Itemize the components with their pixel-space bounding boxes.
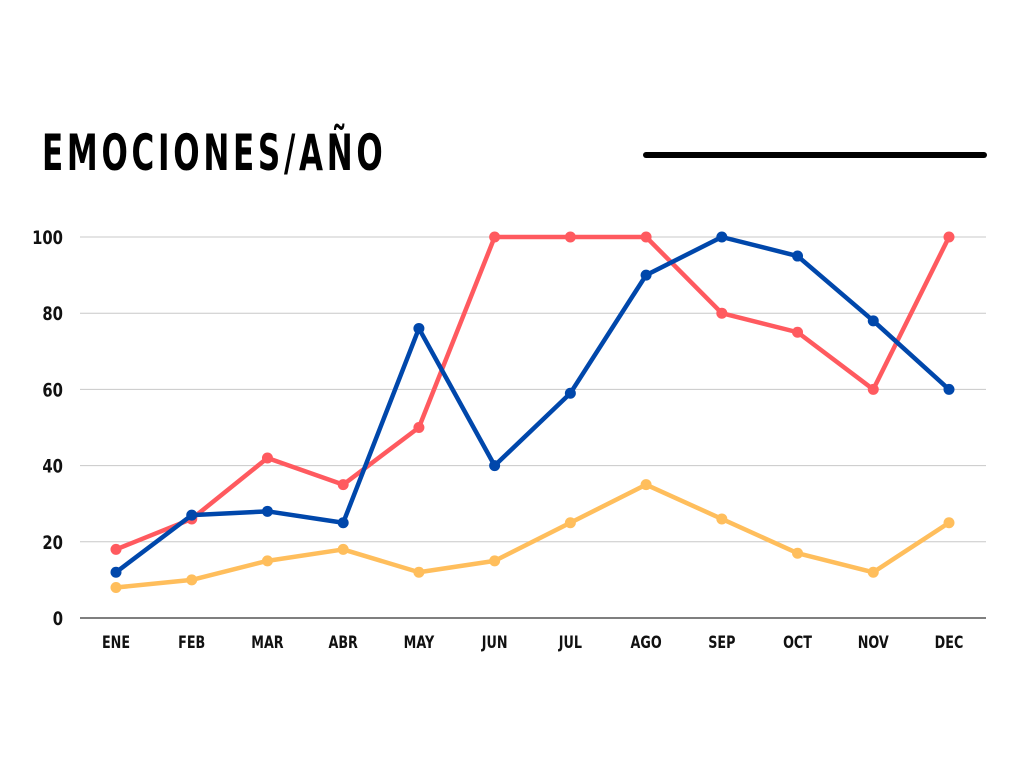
data-point	[489, 555, 501, 567]
gridlines	[80, 236, 986, 543]
data-point	[186, 509, 198, 521]
series-group	[110, 231, 955, 594]
data-point	[564, 387, 576, 399]
series-line	[110, 231, 955, 578]
data-point	[640, 479, 652, 491]
chart-title: EMOCIONES/AÑO	[42, 124, 387, 182]
data-point	[261, 505, 273, 517]
x-tick-label: DEC	[935, 632, 964, 652]
x-tick-label: ABR	[328, 632, 358, 652]
data-point	[943, 231, 955, 243]
data-point	[489, 231, 501, 243]
y-tick-label: 20	[42, 532, 63, 554]
data-point	[110, 566, 122, 578]
data-point	[413, 566, 425, 578]
y-tick-label: 100	[32, 227, 63, 249]
data-point	[640, 269, 652, 281]
data-point	[337, 517, 349, 529]
data-point	[867, 566, 879, 578]
data-point	[792, 326, 804, 338]
data-point	[716, 231, 728, 243]
x-tick-label: MAY	[404, 632, 436, 652]
data-point	[261, 555, 273, 567]
data-point	[413, 322, 425, 334]
data-point	[489, 460, 501, 472]
data-point	[337, 543, 349, 555]
data-point	[943, 383, 955, 395]
x-tick-label: SEP	[708, 632, 735, 652]
data-point	[867, 315, 879, 327]
data-point	[716, 513, 728, 525]
y-axis-ticks: 0 20 40 60 80 100	[32, 227, 63, 630]
x-tick-label: OCT	[783, 632, 813, 652]
x-tick-label: NOV	[858, 632, 889, 652]
data-point	[110, 543, 122, 555]
x-tick-label: ENE	[102, 632, 130, 652]
data-point	[110, 582, 122, 594]
data-point	[867, 383, 879, 395]
data-point	[186, 574, 198, 586]
data-point	[943, 517, 955, 529]
data-point	[564, 231, 576, 243]
x-tick-label: AGO	[631, 632, 662, 652]
data-point	[337, 479, 349, 491]
x-axis-ticks: ENE FEB MAR ABR MAY JUN JUL AGO SEP OCT NOV DEC	[102, 632, 963, 652]
data-point	[792, 547, 804, 559]
y-tick-label: 40	[42, 456, 63, 478]
series-line	[110, 479, 955, 594]
data-point	[792, 250, 804, 262]
data-point	[640, 231, 652, 243]
y-tick-label: 80	[42, 303, 63, 325]
data-point	[261, 452, 273, 464]
x-tick-label: FEB	[178, 632, 205, 652]
data-point	[716, 307, 728, 319]
x-tick-label: JUL	[558, 632, 582, 652]
y-tick-label: 60	[42, 380, 63, 402]
y-tick-label: 0	[53, 608, 63, 630]
data-point	[413, 422, 425, 433]
x-tick-label: MAR	[251, 632, 284, 652]
data-point	[564, 517, 576, 529]
title-decorative-rule	[643, 152, 987, 158]
x-tick-label: JUN	[481, 632, 508, 652]
